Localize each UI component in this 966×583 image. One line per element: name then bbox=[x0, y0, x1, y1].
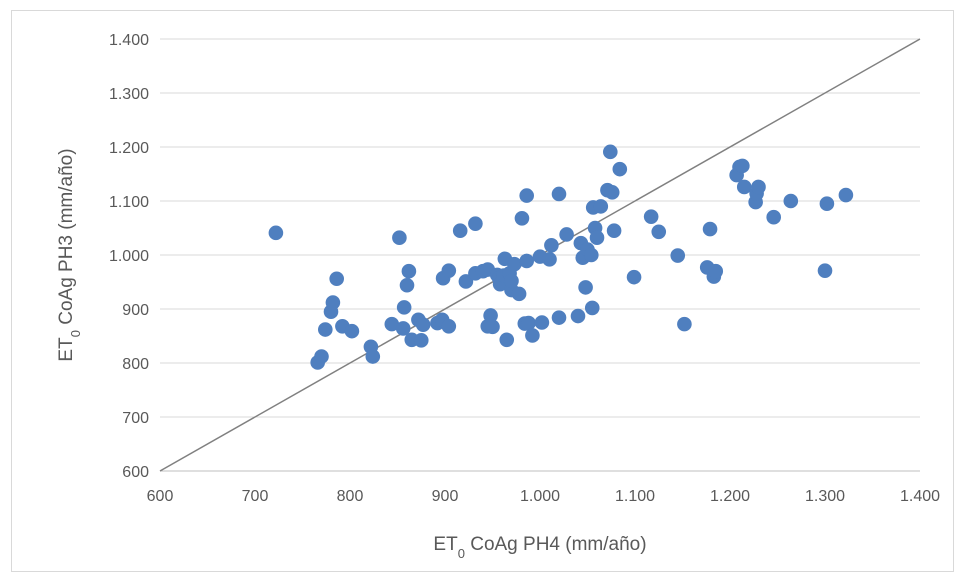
data-point bbox=[314, 349, 329, 364]
data-point bbox=[519, 253, 534, 269]
data-point bbox=[736, 179, 752, 195]
data-point bbox=[578, 280, 593, 295]
data-point bbox=[612, 161, 628, 177]
data-point bbox=[735, 158, 750, 174]
data-point bbox=[468, 216, 483, 231]
data-point bbox=[542, 252, 557, 267]
data-point bbox=[551, 186, 567, 202]
data-point bbox=[452, 223, 468, 238]
data-point bbox=[268, 225, 284, 241]
x-tick-label: 1.400 bbox=[900, 488, 940, 505]
data-point bbox=[559, 227, 574, 242]
data-point bbox=[396, 300, 412, 315]
data-point bbox=[511, 286, 527, 302]
data-point bbox=[485, 319, 500, 335]
data-point bbox=[499, 332, 515, 348]
data-point bbox=[570, 308, 586, 324]
data-point bbox=[329, 271, 345, 287]
x-tick-label: 1.200 bbox=[710, 488, 750, 505]
data-point bbox=[584, 247, 599, 263]
data-point bbox=[751, 179, 766, 195]
y-tick-label: 1.200 bbox=[109, 140, 149, 157]
y-tick-label: 600 bbox=[122, 464, 149, 481]
data-point bbox=[783, 193, 799, 209]
data-point bbox=[525, 328, 540, 343]
data-point bbox=[483, 308, 498, 323]
x-tick-label: 1.300 bbox=[805, 488, 845, 505]
data-point bbox=[521, 315, 536, 331]
y-tick-label: 900 bbox=[122, 302, 149, 319]
data-point bbox=[626, 269, 642, 285]
data-point bbox=[838, 187, 854, 203]
y-tick-label: 1.000 bbox=[109, 248, 149, 265]
data-point bbox=[507, 256, 522, 272]
data-point bbox=[344, 323, 360, 339]
data-point bbox=[643, 209, 659, 224]
data-point bbox=[544, 237, 559, 253]
data-point bbox=[534, 315, 550, 330]
data-point bbox=[413, 333, 429, 348]
y-tick-label: 1.100 bbox=[109, 194, 149, 211]
x-tick-label: 700 bbox=[242, 488, 269, 505]
data-point bbox=[401, 263, 417, 279]
x-tick-label: 900 bbox=[432, 488, 459, 505]
data-point bbox=[458, 274, 474, 289]
x-axis-title: ET0 CoAg PH4 (mm/año) bbox=[433, 534, 646, 561]
x-tick-label: 1.100 bbox=[615, 488, 655, 505]
data-point bbox=[603, 144, 618, 160]
data-point bbox=[441, 318, 457, 334]
x-tick-label: 600 bbox=[147, 488, 174, 505]
data-point bbox=[441, 263, 457, 278]
data-point bbox=[504, 273, 519, 289]
data-point bbox=[606, 223, 622, 238]
data-point bbox=[702, 221, 718, 237]
y-tick-label: 1.300 bbox=[109, 86, 149, 103]
y-tick-label: 800 bbox=[122, 356, 149, 373]
data-point bbox=[766, 209, 781, 225]
x-tick-label: 800 bbox=[337, 488, 364, 505]
y-tick-label: 1.400 bbox=[109, 32, 149, 49]
data-point bbox=[384, 316, 400, 332]
data-point bbox=[584, 300, 600, 316]
data-point bbox=[395, 321, 411, 336]
data-point bbox=[651, 224, 667, 240]
data-point bbox=[415, 317, 431, 332]
data-point bbox=[819, 196, 835, 211]
data-point bbox=[604, 185, 620, 200]
data-point bbox=[519, 188, 534, 203]
data-point bbox=[677, 316, 692, 332]
data-point bbox=[365, 349, 381, 364]
y-axis-title: ET0 CoAg PH3 (mm/año) bbox=[56, 148, 83, 361]
data-point bbox=[514, 210, 530, 226]
y-tick-label: 700 bbox=[122, 410, 149, 427]
data-point bbox=[593, 199, 609, 214]
data-point bbox=[318, 322, 333, 337]
data-point bbox=[708, 263, 724, 279]
data-point bbox=[670, 248, 686, 263]
chart-area bbox=[11, 10, 954, 572]
data-point bbox=[817, 263, 833, 278]
data-point bbox=[392, 230, 407, 246]
data-point bbox=[589, 230, 605, 246]
data-point bbox=[325, 295, 341, 310]
data-point bbox=[551, 310, 567, 325]
data-point bbox=[399, 277, 415, 293]
x-tick-label: 1.000 bbox=[520, 488, 560, 505]
